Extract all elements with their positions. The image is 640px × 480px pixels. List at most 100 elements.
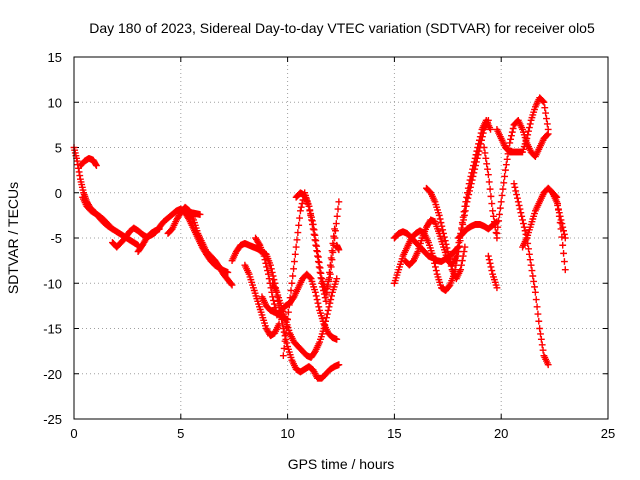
data-point	[557, 225, 565, 233]
data-point	[284, 316, 291, 323]
data-point	[316, 264, 324, 272]
data-point	[270, 300, 278, 308]
data-point	[514, 194, 521, 202]
x-tick-label: 10	[280, 426, 294, 441]
data-point	[268, 268, 276, 276]
data-point	[335, 361, 343, 369]
data-point	[472, 151, 480, 159]
data-point	[490, 218, 498, 226]
data-point	[533, 303, 541, 311]
data-point	[326, 299, 334, 307]
data-point	[471, 154, 479, 162]
data-point	[486, 259, 494, 267]
data-point	[290, 265, 297, 273]
data-point	[305, 202, 313, 210]
data-point	[474, 144, 482, 151]
data-point	[297, 203, 305, 211]
data-point	[321, 294, 329, 302]
y-tick-label: 10	[48, 95, 62, 110]
data-point	[458, 219, 466, 227]
data-point	[461, 243, 469, 251]
data-point	[457, 266, 465, 274]
data-point	[500, 179, 508, 187]
data-point	[556, 219, 564, 227]
data-point	[458, 224, 465, 232]
data-point	[561, 258, 568, 265]
data-point	[93, 162, 100, 169]
data-point	[494, 223, 502, 231]
data-point	[227, 280, 235, 288]
data-point	[440, 230, 447, 237]
data-point	[442, 240, 450, 248]
data-point	[525, 245, 532, 253]
data-point	[260, 252, 268, 260]
data-point	[555, 212, 563, 220]
data-point	[487, 126, 494, 133]
data-point	[322, 317, 330, 325]
data-point	[499, 185, 507, 193]
data-point	[269, 272, 277, 280]
data-point	[493, 230, 501, 237]
data-point	[506, 139, 514, 147]
x-tick-label: 15	[387, 426, 401, 441]
data-point	[488, 267, 496, 274]
data-point	[314, 299, 322, 307]
data-point	[485, 178, 493, 186]
data-point	[267, 265, 275, 273]
data-point	[291, 250, 299, 258]
x-tick-label: 20	[494, 426, 508, 441]
data-point	[488, 200, 496, 208]
data-point	[460, 248, 468, 255]
data-point	[441, 237, 449, 245]
data-point	[544, 361, 552, 369]
data-point	[312, 237, 320, 245]
x-axis-label: GPS time / hours	[288, 456, 395, 472]
data-point	[317, 269, 325, 277]
data-point	[501, 173, 509, 180]
data-point	[554, 200, 561, 208]
data-point	[496, 211, 503, 218]
data-point	[326, 270, 334, 278]
data-point	[541, 104, 549, 112]
y-tick-label: -5	[50, 231, 62, 246]
data-point	[280, 345, 288, 352]
data-point	[490, 212, 497, 220]
data-point	[463, 193, 470, 201]
data-point	[261, 256, 269, 264]
data-point	[495, 217, 503, 225]
data-point	[493, 284, 501, 292]
data-point	[324, 307, 332, 314]
data-point	[262, 259, 270, 267]
data-point	[484, 165, 491, 173]
data-point	[453, 248, 461, 255]
data-point	[525, 124, 533, 131]
data-point	[328, 256, 336, 264]
data-point	[267, 261, 274, 269]
data-point	[439, 226, 447, 234]
data-point	[327, 263, 335, 271]
data-point	[481, 149, 489, 157]
data-point	[464, 189, 471, 197]
data-point	[459, 213, 467, 221]
data-point	[486, 185, 494, 193]
data-point	[294, 229, 302, 236]
grid	[74, 57, 608, 419]
data-point	[196, 211, 204, 218]
data-point	[297, 207, 304, 215]
data-point	[331, 234, 338, 242]
y-axis-label: SDTVAR / TECUs	[5, 182, 21, 294]
data-point	[525, 127, 532, 135]
data-point	[452, 252, 460, 260]
data-point	[435, 211, 443, 219]
data-point	[473, 147, 481, 155]
data-point	[313, 296, 321, 303]
data-point	[335, 246, 343, 254]
data-point	[325, 303, 333, 311]
data-point	[444, 248, 452, 255]
data-point	[255, 240, 263, 248]
y-axis-tick-labels: -25 -20 -15 -10 -5 0 5 10 15	[43, 50, 62, 427]
data-point	[476, 136, 483, 144]
data-point	[498, 192, 506, 199]
data-point	[293, 236, 301, 244]
